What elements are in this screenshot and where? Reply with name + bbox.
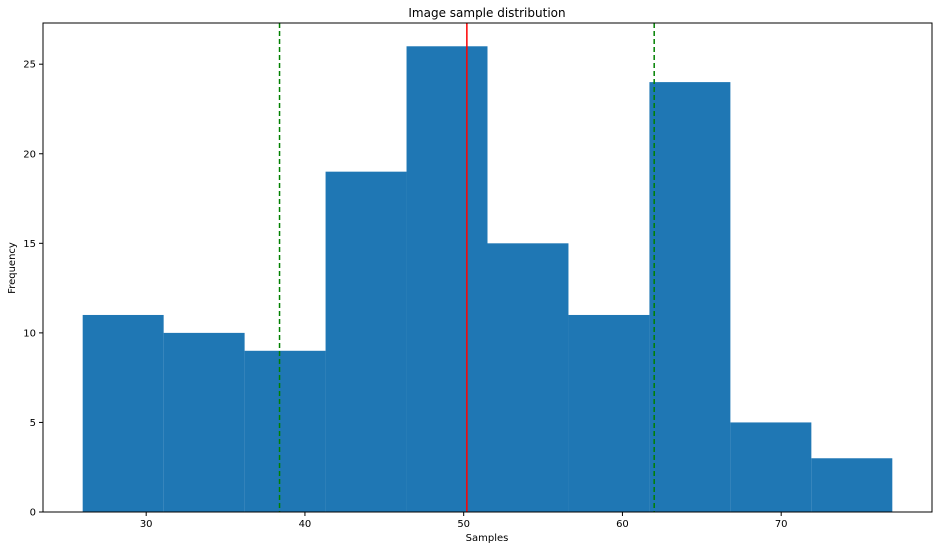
y-tick-label: 10	[23, 328, 36, 339]
reference-lines	[278, 23, 655, 512]
x-axis-ticks: 30 40 50 60 70	[140, 512, 788, 530]
histogram-bar-8	[649, 82, 731, 512]
histogram-bar-10	[811, 458, 893, 512]
y-tick-label: 25	[23, 60, 36, 71]
histogram-bar-7	[568, 314, 650, 512]
y-tick-label: 15	[23, 239, 36, 250]
y-tick-label: 20	[23, 149, 36, 160]
plot-frame	[42, 22, 933, 513]
y-axis-ticks: 0 5 10 15 20 25	[23, 60, 43, 519]
histogram-bar-6	[487, 243, 569, 513]
chart-title: Image sample distribution	[408, 6, 565, 20]
y-axis-label: Frequency	[7, 242, 18, 294]
histogram-bar-2	[163, 332, 245, 512]
x-tick-label: 70	[775, 519, 788, 530]
histogram-bar-5	[406, 46, 488, 513]
x-tick-label: 50	[457, 519, 470, 530]
x-axis-label: Samples	[466, 533, 509, 544]
histogram-bars	[82, 46, 893, 513]
y-tick-label: 0	[30, 508, 36, 519]
x-tick-label: 60	[616, 519, 629, 530]
histogram-bar-1	[82, 314, 164, 512]
histogram-bar-9	[730, 422, 812, 512]
histogram-bar-4	[325, 171, 407, 512]
histogram-bar-3	[244, 350, 326, 512]
x-tick-label: 40	[299, 519, 312, 530]
x-tick-label: 30	[140, 519, 153, 530]
y-tick-label: 5	[30, 418, 36, 429]
